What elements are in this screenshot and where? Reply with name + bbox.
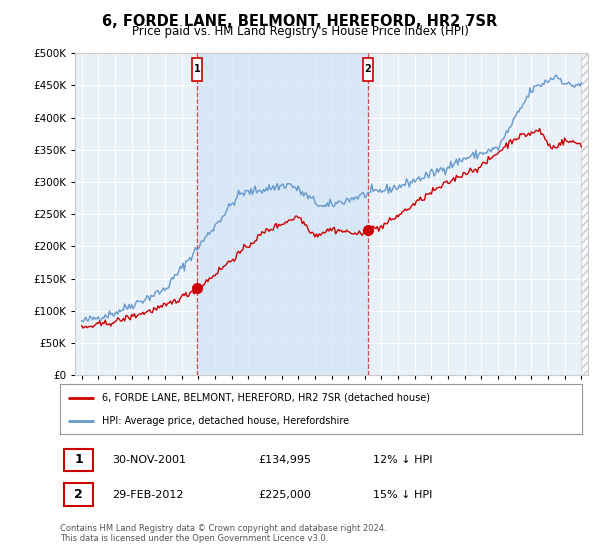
Bar — [64, 483, 93, 506]
Text: 29-FEB-2012: 29-FEB-2012 — [112, 490, 184, 500]
Bar — [581, 53, 596, 375]
Text: £225,000: £225,000 — [259, 490, 311, 500]
Bar — [362, 58, 373, 81]
Text: Contains HM Land Registry data © Crown copyright and database right 2024.
This d: Contains HM Land Registry data © Crown c… — [60, 524, 386, 543]
Text: HPI: Average price, detached house, Herefordshire: HPI: Average price, detached house, Here… — [102, 417, 349, 426]
Text: 2: 2 — [364, 64, 371, 74]
Bar — [192, 58, 202, 81]
Text: 12% ↓ HPI: 12% ↓ HPI — [373, 455, 433, 465]
Bar — [64, 449, 93, 472]
Bar — [197, 53, 368, 375]
Text: 15% ↓ HPI: 15% ↓ HPI — [373, 490, 433, 500]
Text: 2: 2 — [74, 488, 83, 501]
Text: Price paid vs. HM Land Registry's House Price Index (HPI): Price paid vs. HM Land Registry's House … — [131, 25, 469, 38]
Text: 30-NOV-2001: 30-NOV-2001 — [112, 455, 186, 465]
Text: 1: 1 — [193, 64, 200, 74]
Text: 6, FORDE LANE, BELMONT, HEREFORD, HR2 7SR: 6, FORDE LANE, BELMONT, HEREFORD, HR2 7S… — [103, 14, 497, 29]
Text: £134,995: £134,995 — [259, 455, 311, 465]
Text: 6, FORDE LANE, BELMONT, HEREFORD, HR2 7SR (detached house): 6, FORDE LANE, BELMONT, HEREFORD, HR2 7S… — [102, 393, 430, 403]
Text: 1: 1 — [74, 454, 83, 466]
